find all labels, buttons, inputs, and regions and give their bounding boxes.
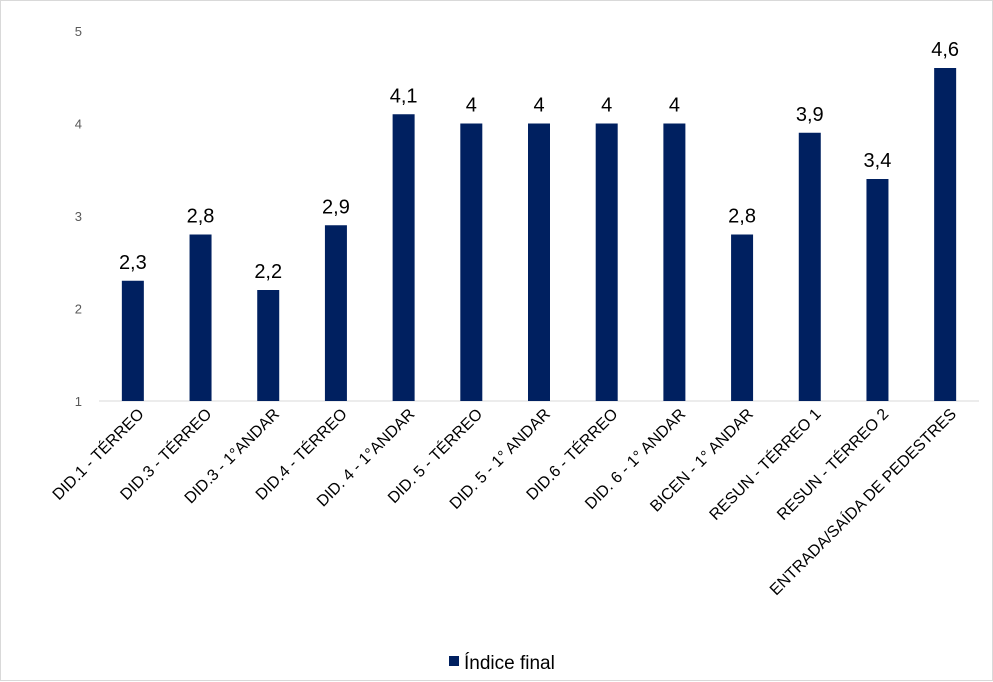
data-label: 3,4 bbox=[864, 150, 892, 172]
bar bbox=[121, 280, 144, 401]
bar bbox=[460, 123, 483, 401]
bar bbox=[324, 225, 347, 401]
data-label: 2,8 bbox=[187, 206, 215, 228]
bar bbox=[934, 68, 957, 401]
data-label: 2,9 bbox=[322, 196, 350, 218]
y-tick-label: 2 bbox=[75, 302, 82, 317]
data-label: 2,3 bbox=[119, 252, 147, 274]
data-label: 4 bbox=[466, 95, 477, 117]
data-label: 2,2 bbox=[254, 261, 282, 283]
bar bbox=[189, 234, 212, 401]
y-tick-label: 4 bbox=[75, 117, 82, 132]
bar-series bbox=[121, 68, 957, 401]
data-label: 4,1 bbox=[390, 85, 418, 107]
data-label: 3,9 bbox=[796, 104, 824, 126]
bar bbox=[866, 179, 889, 401]
y-tick-label: 3 bbox=[75, 209, 82, 224]
data-label: 4 bbox=[669, 95, 680, 117]
legend-swatch bbox=[449, 656, 459, 666]
data-label: 2,8 bbox=[728, 206, 756, 228]
legend-label: Índice final bbox=[464, 653, 555, 674]
data-label: 4 bbox=[601, 95, 612, 117]
data-label: 4 bbox=[533, 95, 544, 117]
data-label: 4,6 bbox=[931, 39, 959, 61]
legend: Índice final bbox=[449, 653, 555, 674]
x-category-label: RESUN - TÉRREO 2 bbox=[773, 404, 893, 524]
bar bbox=[798, 132, 821, 401]
y-tick-label: 1 bbox=[75, 394, 82, 409]
bar bbox=[595, 123, 618, 401]
x-category-label: RESUN - TÉRREO 1 bbox=[705, 404, 825, 524]
bar bbox=[392, 114, 415, 401]
data-labels: 2,3 2,8 2,2 2,9 4,1 4 4 4 4 2,8 3,9 3,4 4,6 bbox=[119, 39, 959, 283]
y-axis: 1 2 3 4 5 bbox=[75, 24, 82, 409]
bar bbox=[528, 123, 550, 401]
y-tick-label: 5 bbox=[75, 24, 82, 39]
bar bbox=[663, 123, 686, 401]
bar bbox=[731, 234, 754, 401]
bar bbox=[257, 290, 280, 401]
